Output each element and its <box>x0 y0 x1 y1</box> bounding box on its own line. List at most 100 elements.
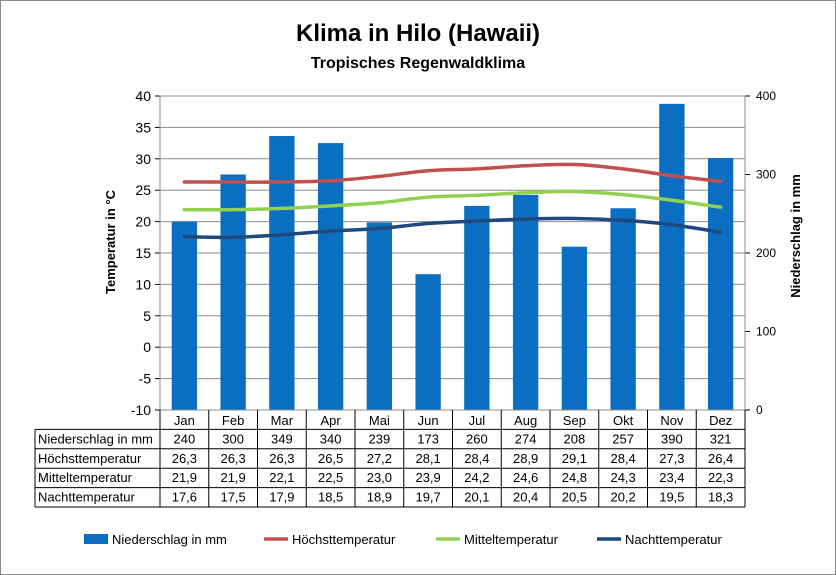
table-cell: 29,1 <box>562 451 587 466</box>
legend-label: Nachttemperatur <box>625 532 722 547</box>
bar-niederschlag <box>317 143 344 410</box>
x-category-label: Mar <box>271 413 294 428</box>
x-category-label: Jul <box>469 413 486 428</box>
table-cell: 24,6 <box>513 470 538 485</box>
bar-niederschlag <box>707 158 734 410</box>
table-cell: 300 <box>222 431 244 446</box>
bar-niederschlag <box>659 103 685 410</box>
table-cell: 26,4 <box>708 451 733 466</box>
table-cell: 24,2 <box>464 470 489 485</box>
table-cell: 28,4 <box>610 451 635 466</box>
x-category-label: Jun <box>418 413 439 428</box>
y-left-tick-label: 30 <box>135 151 151 167</box>
table-cell: 28,9 <box>513 451 538 466</box>
table-cell: 21,9 <box>172 470 197 485</box>
table-cell: 18,9 <box>367 490 392 505</box>
table-cell: 17,6 <box>172 490 197 505</box>
y-left-tick-label: 20 <box>135 214 151 230</box>
table-cell: 321 <box>710 431 732 446</box>
bar-niederschlag <box>220 174 246 410</box>
table-cell: 390 <box>661 431 683 446</box>
x-category-label: Mai <box>369 413 390 428</box>
table-cell: 274 <box>515 431 537 446</box>
bar-niederschlag <box>464 205 490 410</box>
table-cell: 26,3 <box>269 451 294 466</box>
y-left-tick-label: 0 <box>143 339 151 355</box>
table-cell: 20,5 <box>562 490 587 505</box>
x-category-label: Dez <box>709 413 732 428</box>
chart-title: Klima in Hilo (Hawaii) <box>295 20 541 47</box>
y-left-tick-label: -5 <box>139 371 152 387</box>
table-cell: 27,3 <box>659 451 684 466</box>
table-cell: 23,9 <box>415 470 440 485</box>
legend-label: Höchsttemperatur <box>292 532 396 547</box>
table-cell: 22,1 <box>269 470 294 485</box>
table-cell: 20,1 <box>464 490 489 505</box>
table-cell: 22,5 <box>318 470 343 485</box>
table-cell: 28,4 <box>464 451 489 466</box>
chart-subtitle: Tropisches Regenwaldklima <box>310 55 526 72</box>
legend-label: Niederschlag in mm <box>112 532 227 547</box>
table-cell: 173 <box>417 431 439 446</box>
table-row-header: Niederschlag in mm <box>38 431 153 446</box>
x-category-label: Sep <box>563 413 586 428</box>
table-cell: 23,0 <box>367 470 392 485</box>
bar-niederschlag <box>512 194 539 410</box>
table-cell: 18,5 <box>318 490 343 505</box>
line-h-chsttemperatur <box>182 162 723 184</box>
x-category-label: Jan <box>174 413 195 428</box>
x-category-label: Apr <box>321 413 342 428</box>
bar-niederschlag <box>366 222 393 410</box>
table-cell: 18,3 <box>708 490 733 505</box>
y-right-tick-label: 400 <box>756 89 776 103</box>
y-axis-right-label: Niederschlag in mm <box>788 174 803 298</box>
x-category-label: Aug <box>514 413 537 428</box>
table-cell: 19,5 <box>659 490 684 505</box>
table-cell: 24,3 <box>610 470 635 485</box>
bar-niederschlag <box>171 221 198 410</box>
table-cell: 26,3 <box>172 451 197 466</box>
y-left-tick-label: -10 <box>131 402 151 418</box>
table-cell: 22,3 <box>708 470 733 485</box>
table-cell: 21,9 <box>220 470 245 485</box>
table-cell: 208 <box>564 431 586 446</box>
line-mitteltemperatur <box>182 189 723 212</box>
bar-niederschlag <box>269 136 295 410</box>
y-left-tick-label: 15 <box>135 245 151 261</box>
line-nachttemperatur <box>182 216 723 240</box>
y-right-tick-label: 100 <box>756 325 776 339</box>
table-row-header: Mitteltemperatur <box>38 470 133 485</box>
y-left-tick-label: 40 <box>135 88 151 104</box>
x-category-label: Feb <box>222 413 244 428</box>
legend-swatch <box>84 534 108 544</box>
bar-niederschlag <box>415 274 441 410</box>
table-cell: 23,4 <box>659 470 684 485</box>
y-left-tick-label: 35 <box>135 119 151 135</box>
table-cell: 239 <box>369 431 391 446</box>
table-cell: 26,3 <box>220 451 245 466</box>
table-row-header: Nachttemperatur <box>38 490 135 505</box>
table-cell: 340 <box>320 431 342 446</box>
x-category-label: Okt <box>613 413 634 428</box>
y-right-tick-label: 0 <box>756 403 763 417</box>
y-axis-left-label: Temperatur in °C <box>103 189 118 294</box>
table-cell: 20,2 <box>610 490 635 505</box>
table-cell: 349 <box>271 431 293 446</box>
table-cell: 260 <box>466 431 488 446</box>
table-row-header: Höchsttemperatur <box>38 451 142 466</box>
table-cell: 19,7 <box>415 490 440 505</box>
bar-niederschlag <box>610 208 636 410</box>
table-cell: 17,9 <box>269 490 294 505</box>
y-left-tick-label: 25 <box>135 182 151 198</box>
table-cell: 240 <box>174 431 196 446</box>
y-left-tick-label: 10 <box>135 276 151 292</box>
table-cell: 17,5 <box>220 490 245 505</box>
bar-niederschlag <box>561 246 588 410</box>
y-right-tick-label: 200 <box>756 246 776 260</box>
x-category-label: Nov <box>660 413 684 428</box>
table-cell: 27,2 <box>367 451 392 466</box>
y-left-tick-label: 5 <box>143 308 151 324</box>
table-cell: 257 <box>612 431 634 446</box>
table-cell: 26,5 <box>318 451 343 466</box>
